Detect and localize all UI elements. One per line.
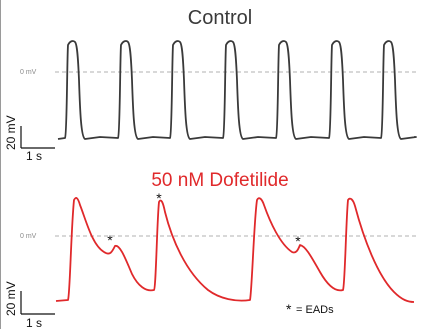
ead-marker-2: * <box>156 190 162 206</box>
dofetilide-time-scale-label: 1 s <box>26 316 42 329</box>
dofetilide-trace <box>55 197 415 303</box>
ead-legend: * = EADs <box>286 301 334 317</box>
control-trace <box>57 40 417 140</box>
legend-text: = EADs <box>296 304 334 316</box>
legend-marker: * <box>286 301 292 317</box>
control-voltage-scale-label: 20 mV <box>4 115 18 150</box>
dofetilide-zero-label: 0 mV <box>20 233 37 240</box>
control-zero-label: 0 mV <box>20 69 37 76</box>
control-time-scale-label: 1 s <box>26 149 42 163</box>
control-scale-bar: 20 mV 1 s <box>4 115 55 163</box>
ead-marker-3: * <box>295 233 301 249</box>
dofetilide-voltage-scale-label: 20 mV <box>4 281 18 316</box>
ead-marker-1: * <box>107 232 113 248</box>
left-border-line <box>0 0 1 329</box>
dofetilide-panel: 0 mV * * * 20 mV 1 s * = EADs <box>4 190 418 329</box>
dofetilide-scale-bar: 20 mV 1 s <box>4 281 55 329</box>
dofetilide-trace-title: 50 nM Dofetilide <box>151 170 289 191</box>
control-panel: 0 mV 20 mV 1 s <box>4 40 418 163</box>
control-trace-title: Control <box>187 7 253 29</box>
